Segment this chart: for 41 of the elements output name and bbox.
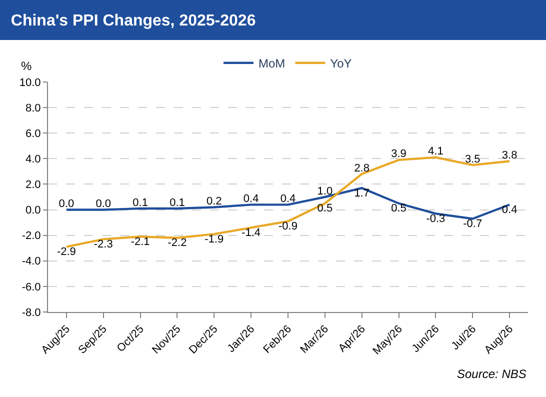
legend-label: MoM [258, 56, 286, 71]
y-tick-label: 2.0 [26, 179, 41, 192]
data-label: 1.7 [354, 187, 370, 200]
y-tick-label: -2.0 [22, 230, 41, 242]
data-label: -2.1 [130, 236, 150, 248]
y-axis-title: % [21, 59, 32, 73]
chart-title: China's PPI Changes, 2025-2026 [10, 12, 256, 30]
y-tick-label: 0.0 [26, 204, 41, 217]
data-label: 0.0 [58, 198, 74, 210]
data-label: 0.2 [206, 195, 222, 208]
data-label: -2.9 [56, 246, 76, 258]
data-label: 0.4 [280, 192, 296, 205]
y-tick-label: 6.0 [26, 128, 41, 140]
data-label: -0.9 [278, 220, 298, 233]
data-label: 3.8 [502, 149, 518, 162]
data-label: -2.3 [94, 238, 113, 250]
data-label: -0.7 [463, 218, 482, 230]
y-tick-label: 8.0 [26, 102, 41, 114]
y-tick-label: -6.0 [22, 281, 41, 294]
data-label: -1.4 [242, 226, 261, 239]
data-label: 0.4 [502, 204, 518, 216]
data-label: 0.1 [132, 196, 148, 209]
data-label: -1.9 [204, 233, 224, 246]
y-tick-label: 4.0 [26, 154, 41, 166]
data-label: 0.5 [317, 202, 333, 215]
data-label: 0.1 [170, 196, 185, 209]
data-label: 2.8 [354, 162, 370, 174]
data-label: 1.0 [317, 185, 333, 198]
legend-label: YoY [330, 56, 352, 71]
data-label: -0.3 [426, 212, 446, 225]
data-label: 0.0 [96, 198, 112, 210]
data-label: 0.4 [243, 192, 259, 205]
y-tick-label: -8.0 [22, 306, 41, 319]
data-label: 0.5 [391, 202, 406, 215]
y-tick-label: 10.0 [19, 76, 41, 89]
data-label: -2.2 [168, 237, 187, 250]
data-label: 4.1 [428, 146, 444, 158]
data-label: 3.5 [464, 153, 480, 166]
data-label: 3.9 [391, 148, 406, 160]
y-tick-label: -4.0 [22, 256, 41, 268]
source-note: Source: NBS [457, 367, 526, 381]
